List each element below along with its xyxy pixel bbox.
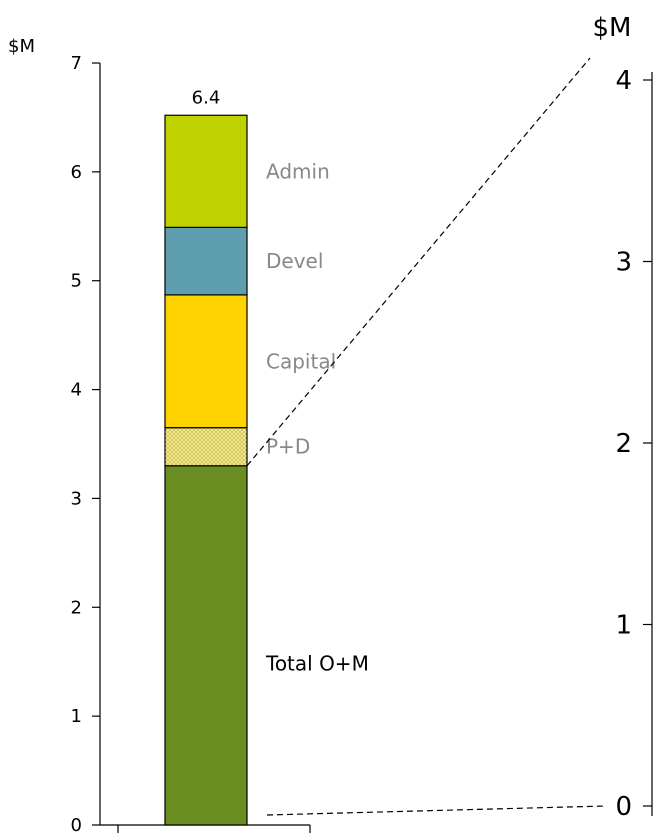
segment-label-devel: Devel (266, 249, 323, 273)
left-tick-label: 1 (71, 706, 82, 727)
left-tick-label: 2 (71, 597, 82, 618)
left-tick-label: 0 (71, 815, 82, 836)
left-tick-label: 6 (71, 162, 82, 183)
right-tick-label: 0 (615, 792, 632, 822)
left-axis: 0 1 2 3 4 5 6 7 (71, 53, 311, 836)
right-tick-label: 2 (615, 429, 632, 459)
right-tick-label: 4 (615, 66, 632, 96)
segment-labels: Total O+M P+D Capital Devel Admin (265, 159, 369, 675)
right-tick-label: 3 (615, 248, 632, 278)
left-tick-label: 5 (71, 271, 82, 292)
right-axis-unit: $M (593, 13, 632, 43)
left-tick-label: 4 (71, 380, 82, 401)
left-tick-label: 7 (71, 53, 82, 74)
bar-segment-p-d (164, 427, 248, 467)
right-axis: 0 1 2 3 4 (615, 66, 653, 822)
bar-segment-total-o-m (164, 465, 248, 826)
connector-bottom (266, 805, 606, 816)
segment-label-admin: Admin (266, 159, 330, 183)
right-tick-label: 1 (615, 611, 632, 641)
left-tick-label: 3 (71, 488, 82, 509)
connector-lines (246, 57, 606, 816)
segment-label-p-d: P+D (266, 435, 310, 459)
left-axis-unit: $M (8, 36, 35, 57)
total-label: 6.4 (192, 87, 221, 108)
bar-segment-devel (164, 226, 248, 296)
bar-segment-capital (164, 294, 248, 429)
bar-segments (164, 114, 248, 826)
segment-label-total-o-m: Total O+M (265, 651, 369, 675)
segment-label-capital: Capital (266, 349, 336, 373)
connector-top (246, 57, 591, 467)
bar-segment-admin (164, 114, 248, 228)
